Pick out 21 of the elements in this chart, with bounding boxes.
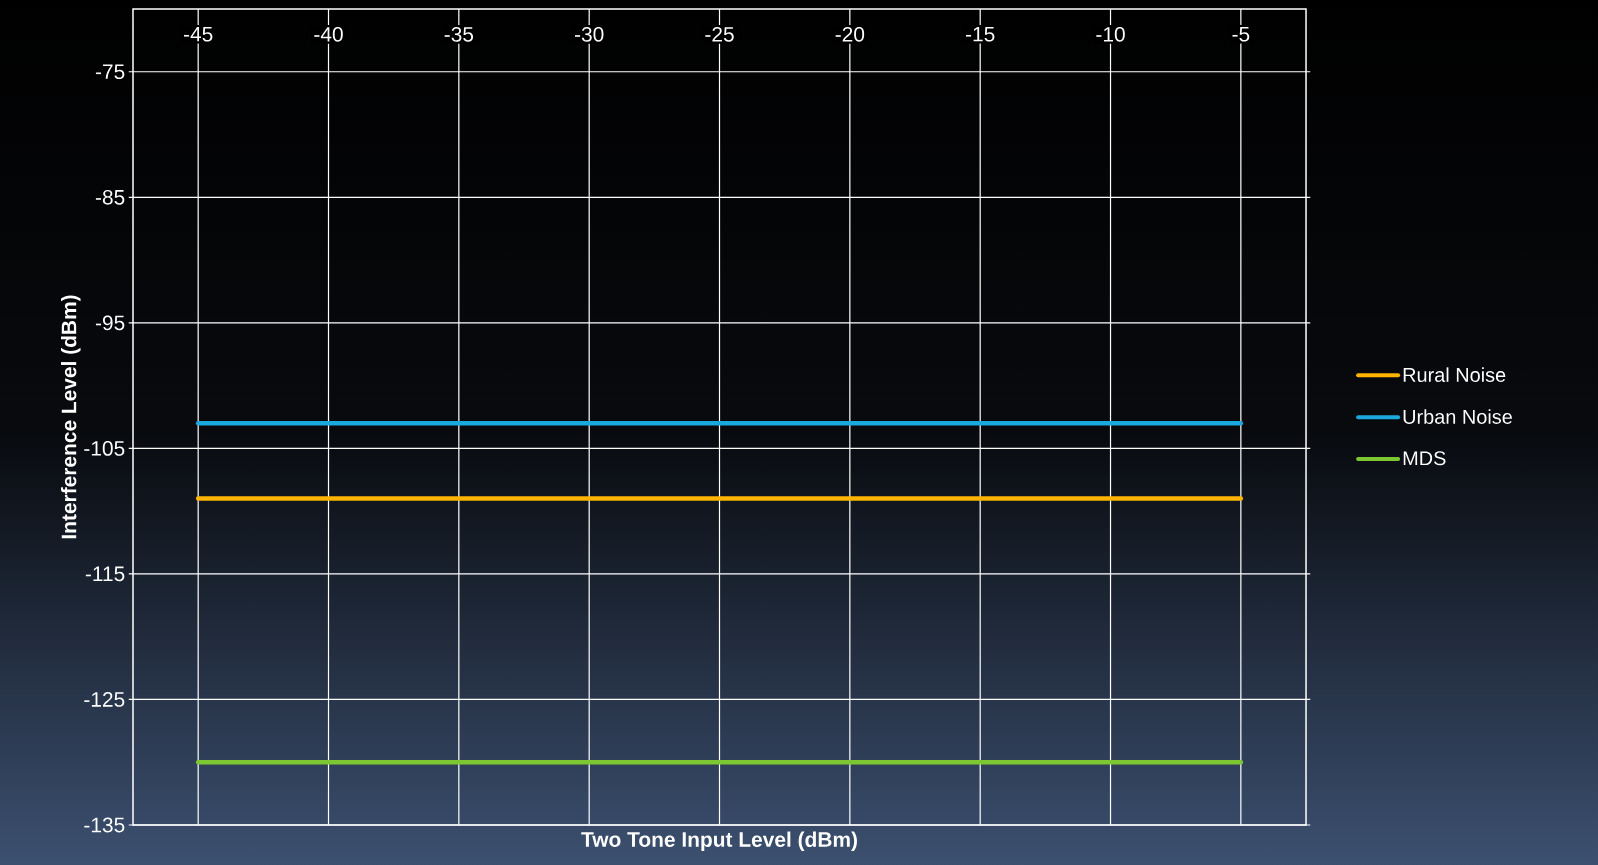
legend-label: Rural Noise [1403,367,1506,382]
x-tick-label: -5 [1232,26,1250,42]
x-tick-label: -45 [183,26,213,42]
y-tick-label: -115 [85,566,125,582]
x-tick-label: -10 [1096,26,1125,42]
x-axis-title: Two Tone Input Level (dBm) [581,831,857,852]
x-tick-label: -30 [574,26,604,42]
x-tick-label: -25 [705,26,734,42]
x-tick-label: -15 [965,26,995,42]
y-tick-label: -75 [95,64,125,80]
y-tick-label: -125 [84,692,125,707]
y-axis-title: Interference Level (dBm) [61,295,81,539]
y-tick-label: -95 [95,315,125,331]
x-tick-label: -35 [444,26,474,42]
x-tick-label: -20 [835,26,865,42]
legend-label: MDS [1403,451,1446,466]
legend-label: Urban Noise [1403,409,1512,424]
y-tick-label: -85 [95,189,125,205]
x-tick-label: -40 [314,26,343,42]
y-tick-label: -135 [84,817,125,833]
y-tick-label: -105 [84,440,125,456]
